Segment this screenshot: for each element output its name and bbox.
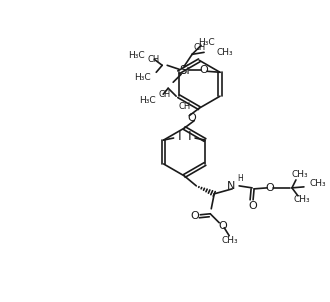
Text: O: O [249,201,257,211]
Text: Si: Si [179,64,189,77]
Text: H₃C: H₃C [198,38,214,47]
Text: O: O [190,211,199,221]
Text: N: N [227,181,235,191]
Text: I: I [178,130,182,143]
Text: H: H [237,174,243,183]
Text: O: O [200,65,209,75]
Text: H₃C: H₃C [140,96,156,105]
Text: I: I [187,130,191,143]
Text: CH₃: CH₃ [292,170,308,179]
Text: O: O [266,183,275,193]
Text: CH: CH [148,55,160,64]
Text: CH₃: CH₃ [216,48,233,57]
Text: H₃C: H₃C [134,73,150,82]
Text: O: O [219,221,228,231]
Text: H₃C: H₃C [128,51,144,60]
Text: O: O [187,113,196,123]
Text: CH₃: CH₃ [294,195,310,204]
Text: CH: CH [193,43,205,52]
Text: CH: CH [159,90,171,99]
Text: CH₃: CH₃ [222,236,239,245]
Text: CH₃: CH₃ [310,179,326,188]
Text: CH: CH [178,102,190,111]
